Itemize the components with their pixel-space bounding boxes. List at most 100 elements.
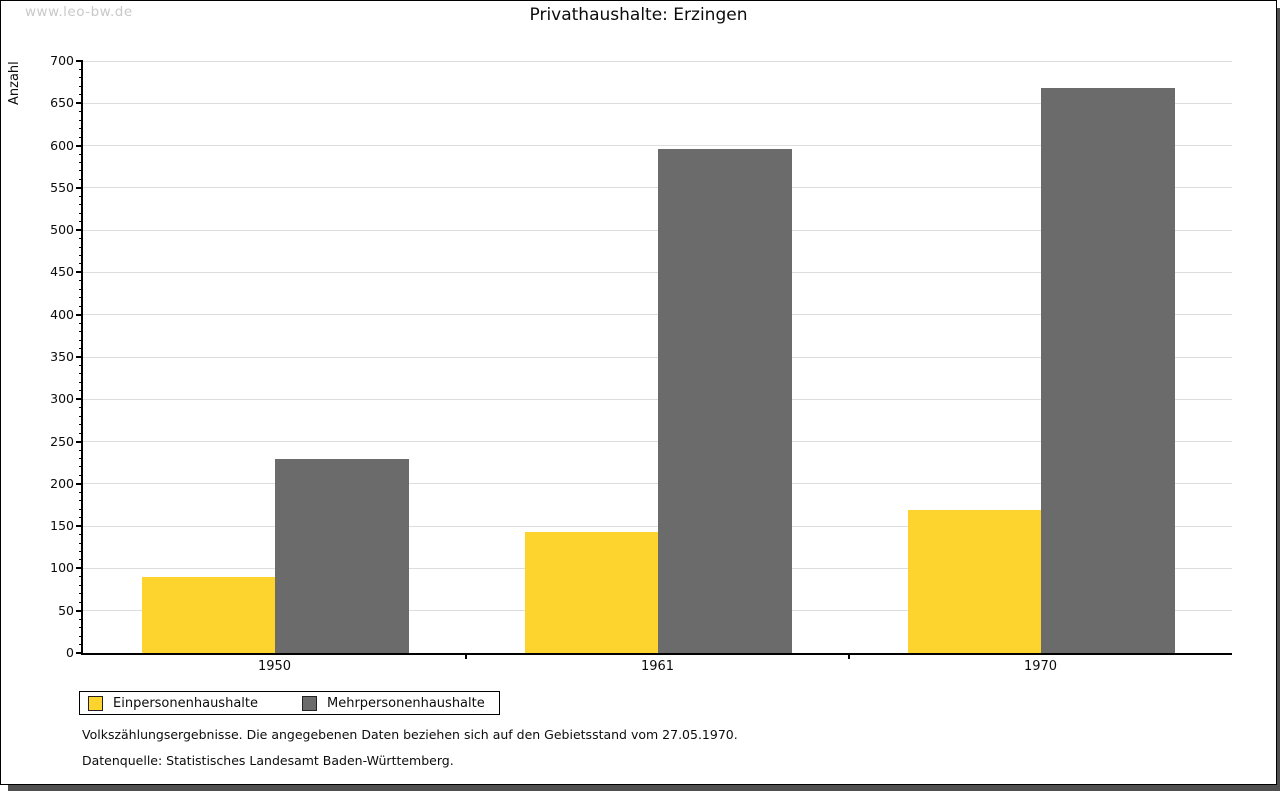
gridline bbox=[83, 102, 1232, 104]
y-minor-tick bbox=[79, 85, 83, 87]
legend-swatch-icon bbox=[88, 695, 103, 711]
y-major-tick bbox=[76, 482, 83, 485]
x-tick-label: 1970 bbox=[1023, 659, 1058, 674]
y-minor-tick bbox=[79, 449, 83, 451]
y-minor-tick bbox=[79, 246, 83, 248]
bar-einpersonenhaushalte-1961 bbox=[524, 532, 658, 653]
y-minor-tick bbox=[79, 635, 83, 637]
y-major-tick bbox=[76, 186, 83, 189]
y-minor-tick bbox=[79, 331, 83, 333]
y-minor-tick bbox=[79, 542, 83, 544]
bar-mehrpersonenhaushalte-1970 bbox=[1040, 88, 1175, 653]
y-tick-label: 700 bbox=[50, 53, 74, 68]
y-tick-label: 600 bbox=[50, 137, 74, 153]
y-minor-tick bbox=[79, 305, 83, 307]
y-major-tick bbox=[76, 60, 83, 62]
y-minor-tick bbox=[79, 195, 83, 197]
y-minor-tick bbox=[79, 500, 83, 502]
bar-mehrpersonenhaushalte-1961 bbox=[657, 148, 792, 653]
y-minor-tick bbox=[79, 322, 83, 324]
y-major-tick bbox=[76, 398, 83, 401]
legend-entry: Mehrpersonenhaushalte bbox=[302, 695, 485, 711]
bar-mehrpersonenhaushalte-1950 bbox=[274, 458, 409, 653]
y-minor-tick bbox=[79, 424, 83, 426]
y-major-tick bbox=[76, 525, 83, 528]
y-minor-tick bbox=[79, 170, 83, 172]
footnote-source-note: Volkszählungsergebnisse. Die angegebenen… bbox=[82, 727, 738, 742]
y-axis-title: Anzahl bbox=[7, 61, 22, 105]
y-minor-tick bbox=[79, 204, 83, 206]
y-minor-tick bbox=[79, 491, 83, 493]
y-tick-label: 250 bbox=[50, 433, 74, 449]
y-minor-tick bbox=[79, 178, 83, 180]
y-minor-tick bbox=[79, 584, 83, 586]
y-tick-label: 400 bbox=[50, 306, 74, 322]
y-minor-tick bbox=[79, 280, 83, 282]
legend-label: Mehrpersonenhaushalte bbox=[327, 695, 485, 711]
y-minor-tick bbox=[79, 136, 83, 138]
y-minor-tick bbox=[79, 508, 83, 510]
y-major-tick bbox=[76, 144, 83, 147]
y-minor-tick bbox=[79, 534, 83, 536]
y-minor-tick bbox=[79, 601, 83, 603]
y-tick-label: 150 bbox=[50, 518, 74, 534]
y-minor-tick bbox=[79, 618, 83, 620]
gridline bbox=[83, 60, 1232, 62]
bar-einpersonenhaushalte-1950 bbox=[141, 576, 275, 653]
y-minor-tick bbox=[79, 559, 83, 561]
y-major-tick bbox=[76, 102, 83, 105]
y-minor-tick bbox=[79, 381, 83, 383]
y-minor-tick bbox=[79, 415, 83, 417]
y-minor-tick bbox=[79, 238, 83, 240]
y-minor-tick bbox=[79, 390, 83, 392]
y-tick-label: 50 bbox=[58, 602, 74, 618]
x-boundary-tick bbox=[848, 655, 850, 659]
y-minor-tick bbox=[79, 212, 83, 214]
y-minor-tick bbox=[79, 221, 83, 223]
y-minor-tick bbox=[79, 68, 83, 70]
y-minor-tick bbox=[79, 373, 83, 375]
y-major-tick bbox=[76, 229, 83, 232]
x-tick-label: 1950 bbox=[257, 659, 292, 674]
y-minor-tick bbox=[79, 644, 83, 646]
y-minor-tick bbox=[79, 297, 83, 299]
y-minor-tick bbox=[79, 457, 83, 459]
y-major-tick bbox=[76, 440, 83, 443]
y-minor-tick bbox=[79, 348, 83, 350]
y-tick-label: 650 bbox=[50, 95, 74, 111]
y-minor-tick bbox=[79, 153, 83, 155]
legend-entry: Einpersonenhaushalte bbox=[88, 695, 258, 711]
y-minor-tick bbox=[79, 474, 83, 476]
y-major-tick bbox=[76, 652, 83, 654]
y-tick-label: 550 bbox=[50, 179, 74, 195]
legend-box: Einpersonenhaushalte Mehrpersonenhaushalt… bbox=[79, 691, 500, 715]
chart-title: Privathaushalte: Erzingen bbox=[529, 5, 748, 25]
y-major-tick bbox=[76, 609, 83, 612]
y-major-tick bbox=[76, 271, 83, 274]
y-tick-label: 200 bbox=[50, 475, 74, 491]
y-major-tick bbox=[76, 313, 83, 316]
y-major-tick bbox=[76, 567, 83, 570]
y-minor-tick bbox=[79, 263, 83, 265]
bar-einpersonenhaushalte-1970 bbox=[907, 510, 1041, 653]
y-minor-tick bbox=[79, 77, 83, 79]
x-tick-label: 1961 bbox=[640, 659, 675, 674]
y-tick-label: 300 bbox=[50, 391, 74, 407]
legend-swatch-icon bbox=[302, 695, 317, 711]
y-minor-tick bbox=[79, 627, 83, 629]
y-minor-tick bbox=[79, 593, 83, 595]
y-minor-tick bbox=[79, 364, 83, 366]
y-minor-tick bbox=[79, 94, 83, 96]
y-minor-tick bbox=[79, 466, 83, 468]
y-minor-tick bbox=[79, 119, 83, 121]
x-boundary-tick bbox=[465, 655, 467, 659]
watermark-url: www.leo-bw.de bbox=[25, 4, 133, 20]
legend-label: Einpersonenhaushalte bbox=[113, 695, 258, 711]
y-minor-tick bbox=[79, 551, 83, 552]
y-minor-tick bbox=[79, 517, 83, 519]
y-minor-tick bbox=[79, 339, 83, 341]
plot-area: 0 50 100 150 200 250 300 350 400 450 500 550 600 650 7… bbox=[50, 54, 1232, 674]
y-major-tick bbox=[76, 356, 83, 358]
y-tick-label: 100 bbox=[50, 560, 74, 576]
